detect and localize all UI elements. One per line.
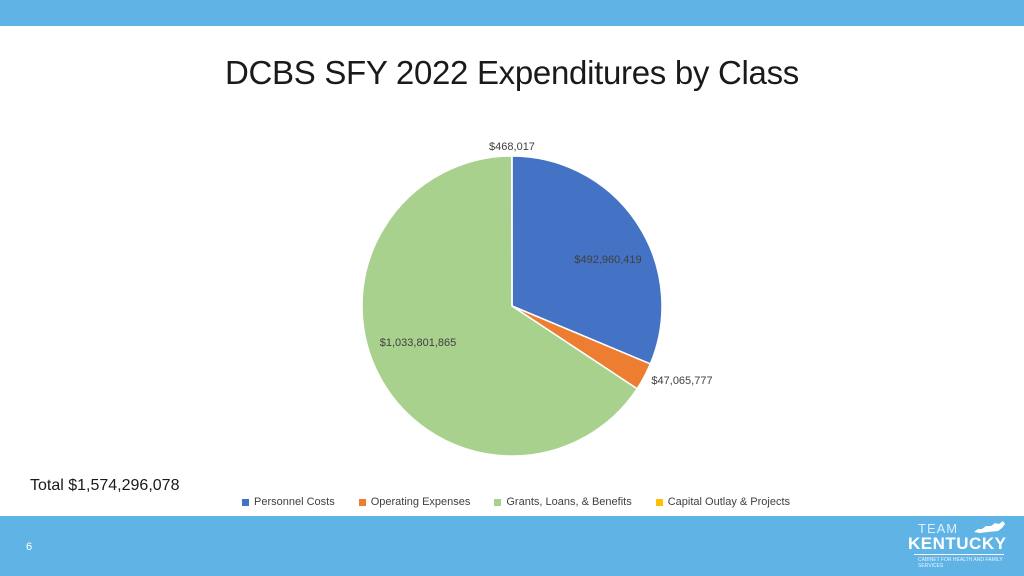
chart-legend: Personnel Costs Operating Expenses Grants,… <box>0 494 1024 510</box>
legend-label: Operating Expenses <box>370 496 471 508</box>
logo-divider <box>914 554 1004 555</box>
pie-slice-grants-loans-benefits <box>361 155 639 457</box>
pie-slice-personnel-costs <box>511 155 663 365</box>
bottom-band <box>0 516 1024 576</box>
data-label-personnel-costs: $492,960,419 <box>574 254 641 266</box>
data-label-grants-loans-benefits: $1,033,801,865 <box>380 337 456 349</box>
legend-item: Operating Expenses <box>358 494 471 510</box>
legend-swatch <box>358 498 366 506</box>
top-band <box>0 0 1024 26</box>
legend-item: Grants, Loans, & Benefits <box>494 494 632 510</box>
logo-team-text: TEAM <box>918 521 959 536</box>
legend-label: Personnel Costs <box>253 496 335 508</box>
data-label-capital-outlay-projects: $468,017 <box>489 141 535 153</box>
legend-swatch <box>655 498 663 506</box>
legend-swatch <box>241 498 249 506</box>
data-label-operating-expenses: $47,065,777 <box>651 375 712 387</box>
logo-tagline: CABINET FOR HEALTH AND FAMILY SERVICES <box>918 557 1003 569</box>
total-label: Total $1,574,296,078 <box>30 477 180 494</box>
page-number: 6 <box>26 541 33 553</box>
legend-label: Grants, Loans, & Benefits <box>506 496 632 508</box>
logo-kentucky-text: KENTUCKY <box>908 534 1007 553</box>
legend-swatch <box>494 498 502 506</box>
legend-label: Capital Outlay & Projects <box>667 496 791 508</box>
team-kentucky-logo: TEAM KENTUCKY CABINET FOR HEALTH AND FAM… <box>904 520 1008 572</box>
slide-title: DCBS SFY 2022 Expenditures by Class <box>224 54 799 91</box>
legend-item: Capital Outlay & Projects <box>655 494 791 510</box>
legend-item: Personnel Costs <box>241 494 335 510</box>
kentucky-state-icon <box>974 521 1005 533</box>
